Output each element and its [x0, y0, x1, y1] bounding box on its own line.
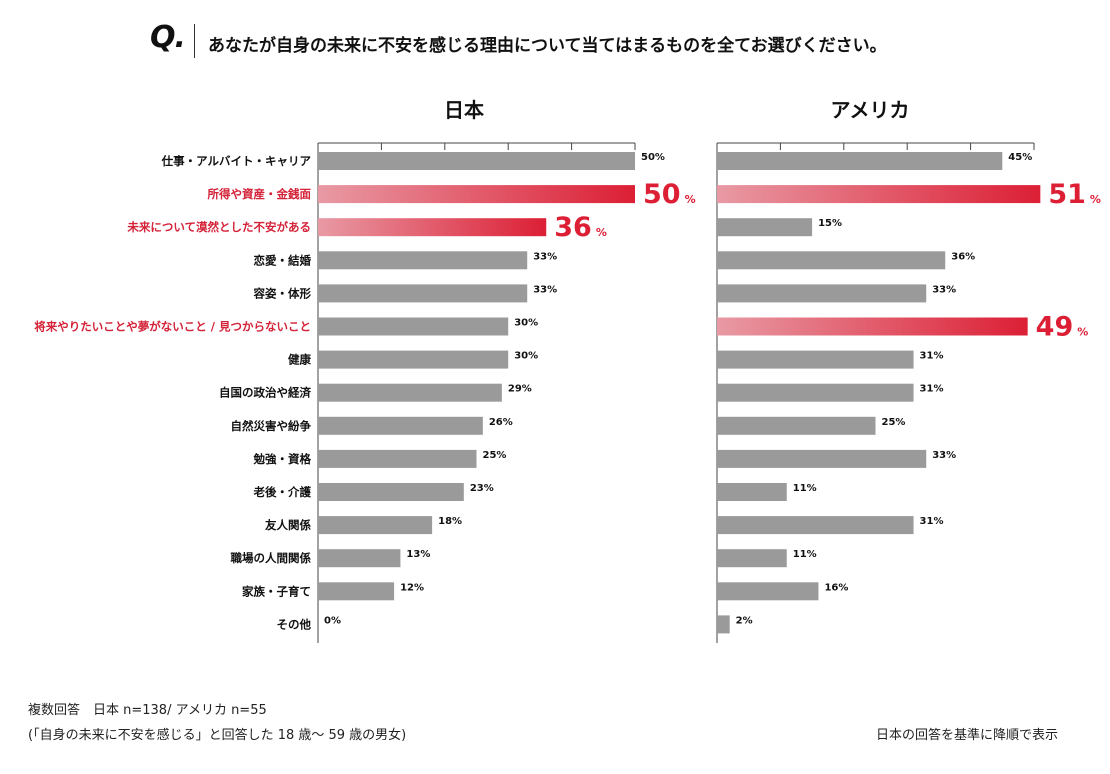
sample-condition-note: (「自身の未来に不安を感じる」と回答した 18 歳〜 59 歳の男女) [28, 728, 407, 743]
value-label-usa: 11% [793, 549, 817, 560]
bar-usa [717, 284, 927, 303]
category-label: 健康 [288, 353, 311, 367]
bar-japan [318, 350, 509, 369]
bar-japan [318, 383, 502, 402]
bar-usa [717, 582, 819, 601]
value-label-japan: 23% [470, 483, 494, 494]
panel-title-usa: アメリカ [831, 98, 910, 122]
value-label-usa: 16% [824, 582, 848, 593]
value-label-japan: 13% [406, 549, 430, 560]
bar-usa [717, 383, 914, 402]
bar-usa [717, 218, 813, 237]
bar-japan [318, 284, 528, 303]
sample-note: 複数回答 日本 n=138/ アメリカ n=55 [28, 703, 267, 718]
value-label-japan: 29% [508, 384, 532, 395]
value-label-usa: 45% [1008, 152, 1032, 163]
category-label: 未来について漠然とした不安がある [126, 220, 311, 234]
category-label: 職場の人間関係 [231, 551, 312, 565]
value-label-usa: 31% [920, 384, 944, 395]
category-label: 友人関係 [265, 518, 311, 532]
category-label: 家族・子育て [242, 584, 311, 598]
value-label-usa: 11% [793, 483, 817, 494]
value-label-japan: 33% [533, 251, 557, 262]
value-label-usa: 36% [951, 251, 975, 262]
bar-japan [318, 152, 635, 170]
bar-japan [318, 483, 464, 501]
category-label: 将来やりたいことや夢がないこと / 見つからないこと [34, 320, 311, 334]
category-label: 老後・介護 [253, 485, 312, 499]
category-label: 自然災害や紛争 [231, 419, 312, 433]
sort-note: 日本の回答を基準に降順で表示 [876, 728, 1059, 743]
question-mark-label: Q. [150, 20, 186, 55]
value-label-japan: 12% [400, 582, 424, 593]
value-label-japan: 18% [438, 516, 462, 527]
bar-japan [318, 549, 401, 568]
bar-usa [717, 416, 876, 435]
value-label-usa: 2% [736, 615, 753, 626]
bar-japan [318, 582, 395, 601]
category-label: 恋愛・結婚 [254, 253, 312, 267]
category-label: その他 [277, 617, 312, 631]
panel-title-japan: 日本 [444, 98, 484, 122]
bar-usa [717, 251, 946, 270]
value-label-usa: 31% [920, 516, 944, 527]
bar-japan [318, 185, 635, 204]
bar-usa [717, 483, 787, 501]
category-label: 所得や資産・金銭面 [208, 187, 312, 201]
value-label-japan: 30% [514, 318, 538, 329]
bar-usa [717, 516, 914, 535]
bar-usa [717, 449, 927, 468]
category-label: 仕事・アルバイト・キャリア [161, 154, 312, 168]
header-divider [194, 24, 195, 58]
value-label-usa: 49% [1036, 312, 1089, 343]
value-label-japan: 50% [643, 179, 696, 210]
bar-japan [318, 251, 528, 270]
bar-usa [717, 185, 1041, 204]
category-label: 勉強・資格 [253, 452, 312, 466]
bar-usa [717, 317, 1028, 336]
bar-usa [717, 350, 914, 369]
value-label-japan: 26% [489, 417, 513, 428]
bar-japan [318, 416, 483, 435]
bar-usa [717, 615, 730, 634]
category-label: 自国の政治や経済 [219, 386, 311, 400]
value-label-usa: 33% [932, 450, 956, 461]
value-label-usa: 51% [1048, 179, 1101, 210]
value-label-japan: 0% [324, 615, 341, 626]
question-text: あなたが自身の未来に不安を感じる理由について当てはまるものを全てお選びください。 [208, 36, 887, 56]
bar-japan [318, 317, 509, 336]
value-label-japan: 33% [533, 284, 557, 295]
bar-usa [717, 549, 787, 568]
value-label-usa: 33% [932, 284, 956, 295]
value-label-japan: 50% [641, 152, 665, 163]
value-label-japan: 25% [483, 450, 507, 461]
category-label: 容姿・体形 [253, 286, 312, 300]
value-label-japan: 36% [554, 212, 607, 243]
value-label-usa: 15% [818, 218, 842, 229]
bar-japan [318, 449, 477, 468]
value-label-japan: 30% [514, 351, 538, 362]
bar-usa [717, 152, 1003, 170]
bar-japan [318, 218, 547, 237]
value-label-usa: 31% [920, 351, 944, 362]
bar-japan [318, 516, 433, 535]
value-label-usa: 25% [882, 417, 906, 428]
